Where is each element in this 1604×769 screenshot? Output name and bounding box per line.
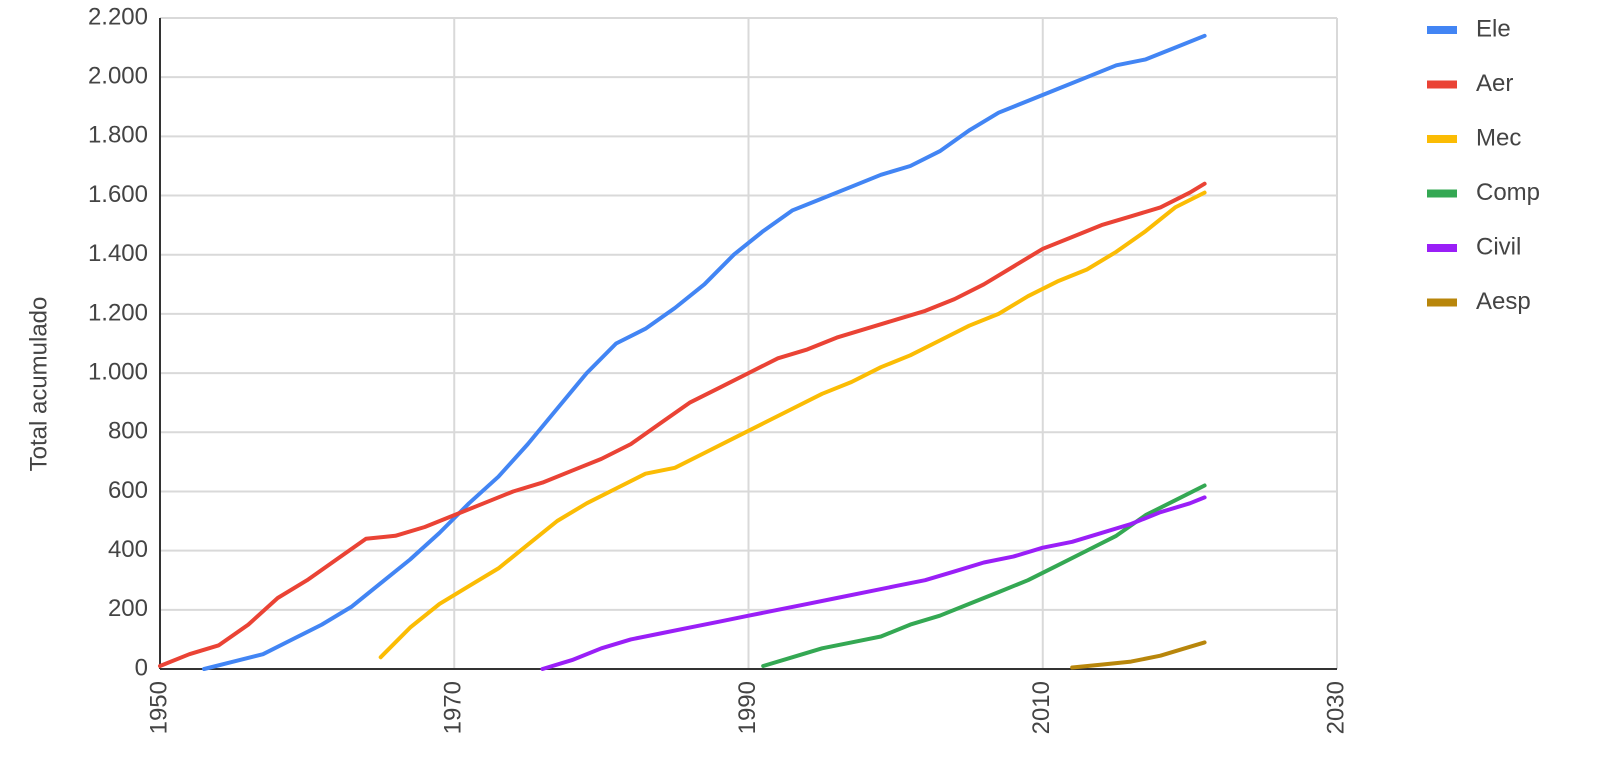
axes [159,18,1337,670]
x-tick-label: 1990 [734,681,761,734]
y-tick-label: 400 [108,536,148,563]
legend-label-mec: Mec [1476,124,1521,151]
series-line-aer [158,181,1207,668]
legend-label-comp: Comp [1476,179,1540,206]
x-tick-labels: 1950 1970 1990 2010 2030 [145,681,1349,734]
legend-label-civil: Civil [1476,233,1521,260]
series-line-civil [540,495,1207,671]
series-line-comp [761,483,1207,668]
legend-label-aer: Aer [1476,70,1513,97]
y-tick-label: 2.200 [88,3,148,30]
legend-swatch-comp [1427,189,1457,198]
gridlines [160,17,1338,669]
y-axis-title: Total acumulado [25,297,52,472]
legend-swatch-civil [1427,244,1457,252]
series-lines [158,33,1207,671]
legend-swatch-aer [1427,80,1457,89]
y-tick-labels: 0 200 400 600 800 1.000 1.200 1.400 1.600 1.800 2.… [88,3,148,681]
legend-label-aesp: Aesp [1476,288,1531,315]
y-tick-label: 1.800 [88,122,148,149]
series-line-ele [202,33,1207,671]
y-tick-label: 2.000 [88,63,148,90]
x-tick-label: 2010 [1028,681,1055,734]
series-line-aesp [1070,640,1207,670]
x-tick-label: 1970 [440,681,467,734]
legend-label-ele: Ele [1476,15,1511,42]
legend-swatch-mec [1427,135,1457,143]
y-tick-label: 1.600 [88,181,148,208]
legend: Ele Aer Mec Comp Civil Aesp [1427,15,1540,315]
y-tick-label: 1.000 [88,358,148,385]
legend-swatch-aesp [1427,298,1457,307]
legend-swatch-ele [1427,26,1457,34]
y-tick-label: 800 [108,418,148,445]
y-tick-label: 600 [108,477,148,504]
y-tick-label: 1.200 [88,299,148,326]
x-tick-label: 2030 [1322,681,1349,734]
y-tick-label: 200 [108,595,148,622]
series-line-mec [378,190,1207,660]
y-tick-label: 1.400 [88,240,148,267]
x-tick-label: 1950 [145,681,172,734]
y-tick-label: 0 [135,654,148,681]
